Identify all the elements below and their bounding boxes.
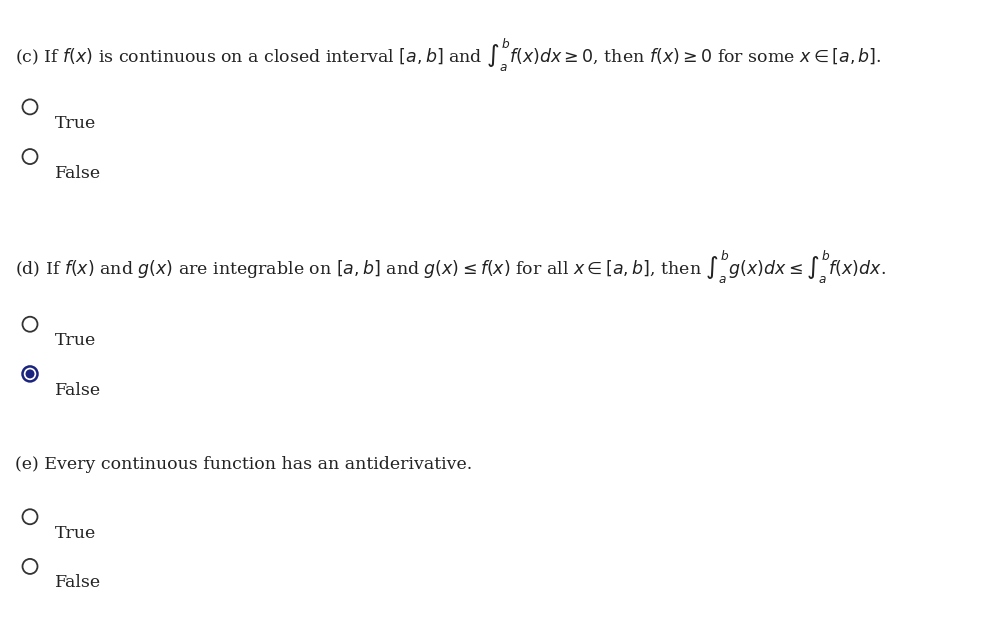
Text: False: False: [55, 165, 101, 181]
Circle shape: [23, 559, 38, 574]
Circle shape: [23, 317, 38, 332]
Text: True: True: [55, 332, 97, 349]
Text: True: True: [55, 115, 97, 132]
Circle shape: [23, 149, 38, 164]
Text: False: False: [55, 382, 101, 399]
Text: (c) If $f(x)$ is continuous on a closed interval $[a, b]$ and $\int_a^b f(x)dx \: (c) If $f(x)$ is continuous on a closed …: [15, 37, 881, 75]
Circle shape: [26, 369, 35, 378]
Text: False: False: [55, 574, 101, 591]
Circle shape: [23, 99, 38, 114]
Circle shape: [23, 366, 38, 381]
Text: (e) Every continuous function has an antiderivative.: (e) Every continuous function has an ant…: [15, 456, 473, 473]
Text: True: True: [55, 525, 97, 542]
Circle shape: [23, 509, 38, 524]
Text: (d) If $f(x)$ and $g(x)$ are integrable on $[a, b]$ and $g(x) \leq f(x)$ for all: (d) If $f(x)$ and $g(x)$ are integrable …: [15, 248, 886, 286]
